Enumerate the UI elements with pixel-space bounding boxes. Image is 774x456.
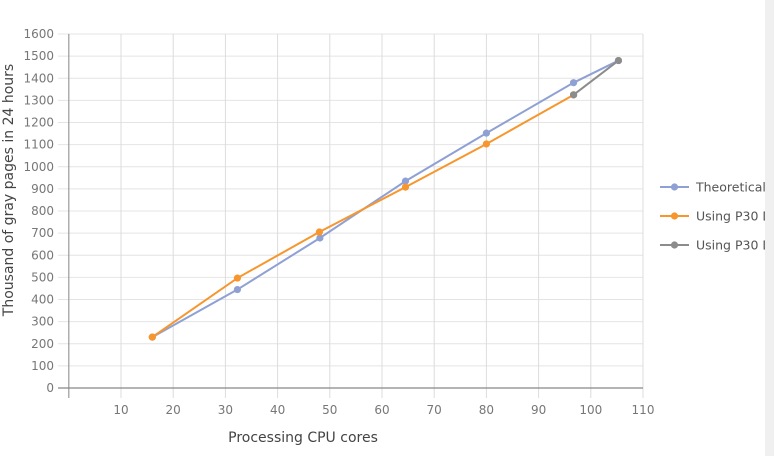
x-tick-label: 30 [218, 403, 233, 417]
y-tick-label: 300 [31, 315, 54, 329]
series-group [148, 56, 623, 341]
legend-label: Theoretical [695, 180, 766, 195]
y-tick-label: 700 [31, 226, 54, 240]
grid [58, 33, 644, 398]
y-tick-label: 1100 [23, 138, 54, 152]
y-tick-label: 800 [31, 204, 54, 218]
legend-marker [670, 241, 679, 249]
x-tick-label: 40 [270, 403, 285, 417]
data-point [569, 79, 578, 87]
data-point [482, 129, 490, 137]
x-axis-label: Processing CPU cores [228, 430, 378, 446]
data-point [148, 333, 156, 341]
y-tick-label: 400 [31, 293, 54, 307]
data-point [315, 228, 323, 236]
y-tick-label: 1500 [23, 49, 54, 63]
x-tick-label: 80 [479, 403, 494, 417]
legend-item-1[interactable]: Using P30 D [660, 209, 772, 224]
legend-label: Using P30 D [696, 238, 772, 253]
axes: 0 100 200 300 400 500 600 700 800 900 1000 1100 1200… [23, 27, 654, 417]
y-tick-label: 1400 [23, 71, 54, 85]
series-2 [569, 56, 623, 99]
scrollbar[interactable] [765, 0, 774, 456]
y-tick-label: 1600 [23, 27, 54, 41]
series-line [151, 93, 575, 338]
x-tick-label: 20 [166, 403, 181, 417]
data-point [233, 274, 242, 282]
legend[interactable]: Theoretical Using P30 D Using P30 D [660, 180, 772, 253]
y-tick-label: 500 [31, 270, 54, 284]
y-tick-label: 1200 [23, 116, 54, 130]
data-point [401, 177, 410, 185]
y-tick-label: 600 [31, 248, 54, 262]
x-tick-label: 50 [322, 403, 337, 417]
legend-item-2[interactable]: Using P30 D [660, 238, 772, 253]
y-tick-label: 900 [31, 182, 54, 196]
x-tick-label: 90 [531, 403, 546, 417]
data-point [401, 183, 410, 191]
x-tick-label: 70 [427, 403, 442, 417]
data-point [233, 285, 242, 294]
y-tick-label: 100 [31, 359, 54, 373]
legend-item-0[interactable]: Theoretical [660, 180, 766, 195]
legend-marker [670, 212, 679, 220]
y-tick-label: 1000 [23, 160, 54, 174]
legend-label: Using P30 D [696, 209, 772, 224]
x-tick-label: 60 [374, 403, 389, 417]
y-axis-label: Thousand of gray pages in 24 hours [1, 64, 17, 317]
y-tick-label: 1300 [23, 93, 54, 107]
data-point [614, 56, 623, 65]
y-tick-label: 0 [46, 381, 54, 395]
x-tick-label: 10 [113, 403, 128, 417]
x-tick-label: 100 [579, 403, 602, 417]
data-point [569, 91, 578, 99]
y-tick-label: 200 [31, 337, 54, 351]
series-line [151, 59, 619, 338]
series-0 [148, 56, 623, 341]
legend-marker [670, 183, 679, 191]
data-point [482, 140, 490, 148]
data-point [316, 234, 324, 242]
x-tick-label: 110 [632, 403, 655, 417]
series-line [572, 59, 620, 96]
